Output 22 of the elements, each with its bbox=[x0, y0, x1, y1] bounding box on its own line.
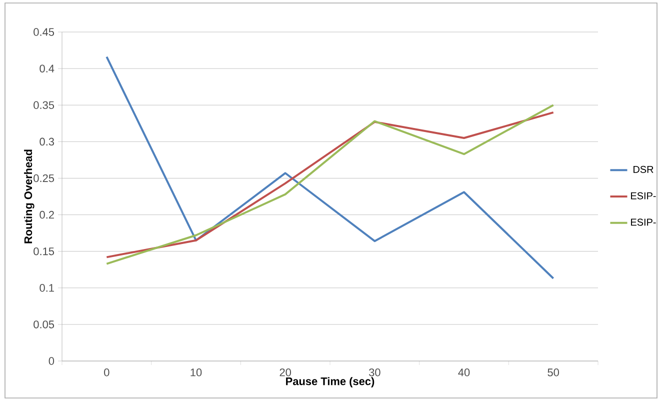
y-axis-title: Routing Overhead bbox=[24, 150, 34, 244]
line-series bbox=[106, 56, 554, 280]
y-tick-label: 0.4 bbox=[40, 64, 54, 72]
x-tick-label: 50 bbox=[548, 368, 559, 376]
x-tick-label: 10 bbox=[190, 368, 202, 376]
y-tick-label: 0.2 bbox=[40, 210, 54, 219]
y-tick-label: 0.15 bbox=[34, 247, 54, 256]
y-tick-label: 0.25 bbox=[34, 174, 54, 182]
legend-label: ESIP- bbox=[631, 218, 656, 226]
y-tick-label: 0.35 bbox=[34, 101, 54, 109]
y-tick-label: 0 bbox=[48, 357, 54, 365]
x-tick-label: 0 bbox=[104, 368, 110, 376]
x-tick-label: 40 bbox=[458, 368, 470, 376]
x-tick-label: 20 bbox=[280, 368, 291, 376]
x-tick-label: 30 bbox=[369, 368, 380, 376]
y-tick-label: 0.1 bbox=[40, 284, 54, 292]
y-tick-label: 0.3 bbox=[40, 138, 54, 146]
y-tick-label: 0.45 bbox=[34, 28, 54, 36]
y-tick-label: 0.05 bbox=[34, 320, 54, 328]
x-axis-title: Pause Time (sec) bbox=[286, 377, 374, 388]
legend-label: ESIP- bbox=[631, 192, 656, 200]
legend-label: DSR bbox=[634, 166, 654, 173]
